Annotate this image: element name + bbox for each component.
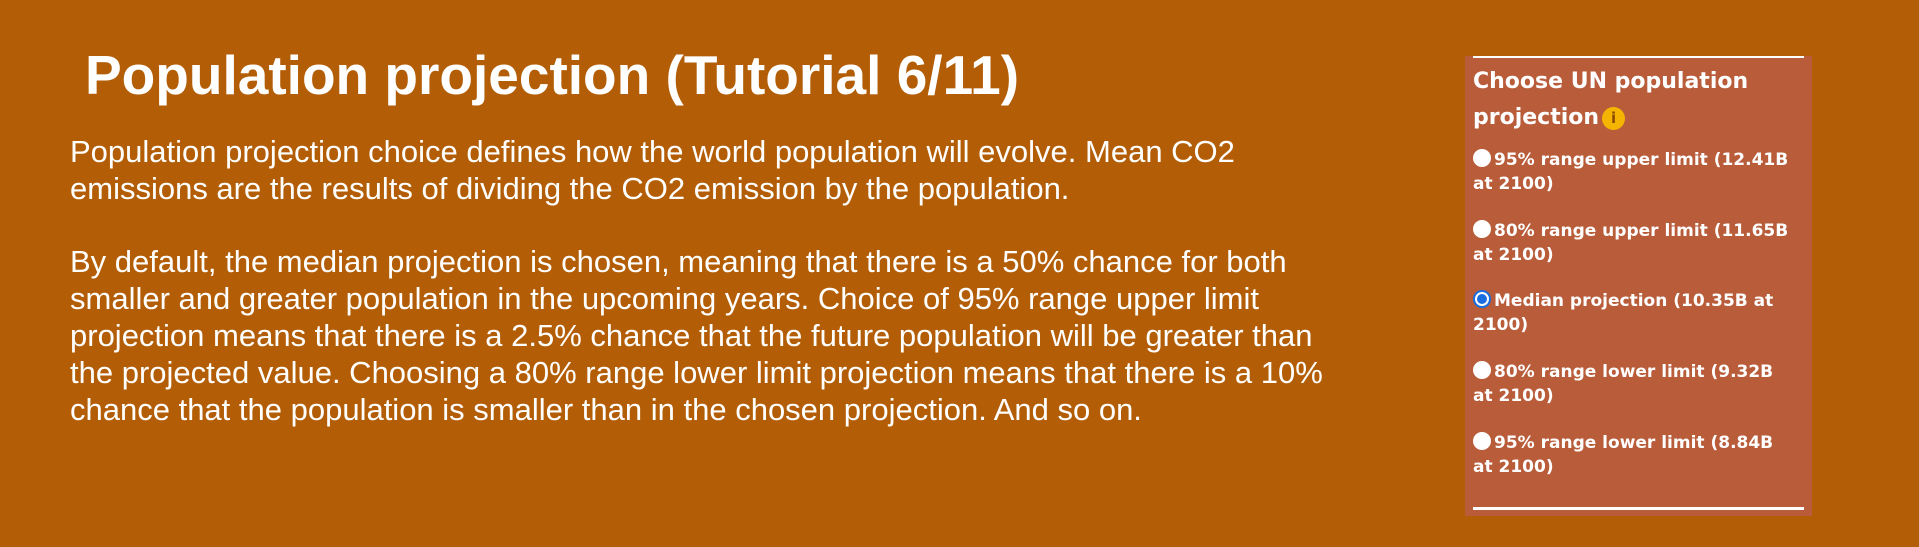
panel-bottom-divider — [1473, 507, 1804, 510]
panel-title-text: Choose UN population projection — [1473, 69, 1749, 130]
page-title: Population projection (Tutorial 6/11) — [85, 44, 1020, 106]
radio-median[interactable] — [1473, 290, 1491, 308]
info-icon[interactable]: i — [1602, 106, 1626, 130]
population-projection-panel: Choose UN population projection i 95% ran… — [1465, 56, 1812, 516]
option-label: 95% range lower limit (8.84B at 2100) — [1473, 433, 1774, 477]
radio-80-upper[interactable] — [1473, 220, 1491, 238]
option-label: 95% range upper limit (12.41B at 2100) — [1473, 150, 1789, 194]
description-paragraph-2: By default, the median projection is cho… — [70, 244, 1323, 427]
radio-95-lower[interactable] — [1473, 432, 1491, 450]
panel-title: Choose UN population projection i — [1473, 64, 1793, 136]
option-label: 80% range upper limit (11.65B at 2100) — [1473, 221, 1789, 265]
option-label: Median projection (10.35B at 2100) — [1473, 291, 1774, 335]
option-95-upper[interactable]: 95% range upper limit (12.41B at 2100) — [1473, 148, 1793, 196]
option-median[interactable]: Median projection (10.35B at 2100) — [1473, 289, 1793, 337]
panel-top-divider — [1473, 56, 1804, 58]
tutorial-description: Population projection choice defines how… — [70, 133, 1360, 428]
radio-80-lower[interactable] — [1473, 361, 1491, 379]
radio-95-upper[interactable] — [1473, 149, 1491, 167]
option-95-lower[interactable]: 95% range lower limit (8.84B at 2100) — [1473, 431, 1793, 479]
option-80-lower[interactable]: 80% range lower limit (9.32B at 2100) — [1473, 360, 1793, 408]
option-80-upper[interactable]: 80% range upper limit (11.65B at 2100) — [1473, 219, 1793, 267]
description-paragraph-1: Population projection choice defines how… — [70, 134, 1235, 206]
option-label: 80% range lower limit (9.32B at 2100) — [1473, 362, 1774, 406]
